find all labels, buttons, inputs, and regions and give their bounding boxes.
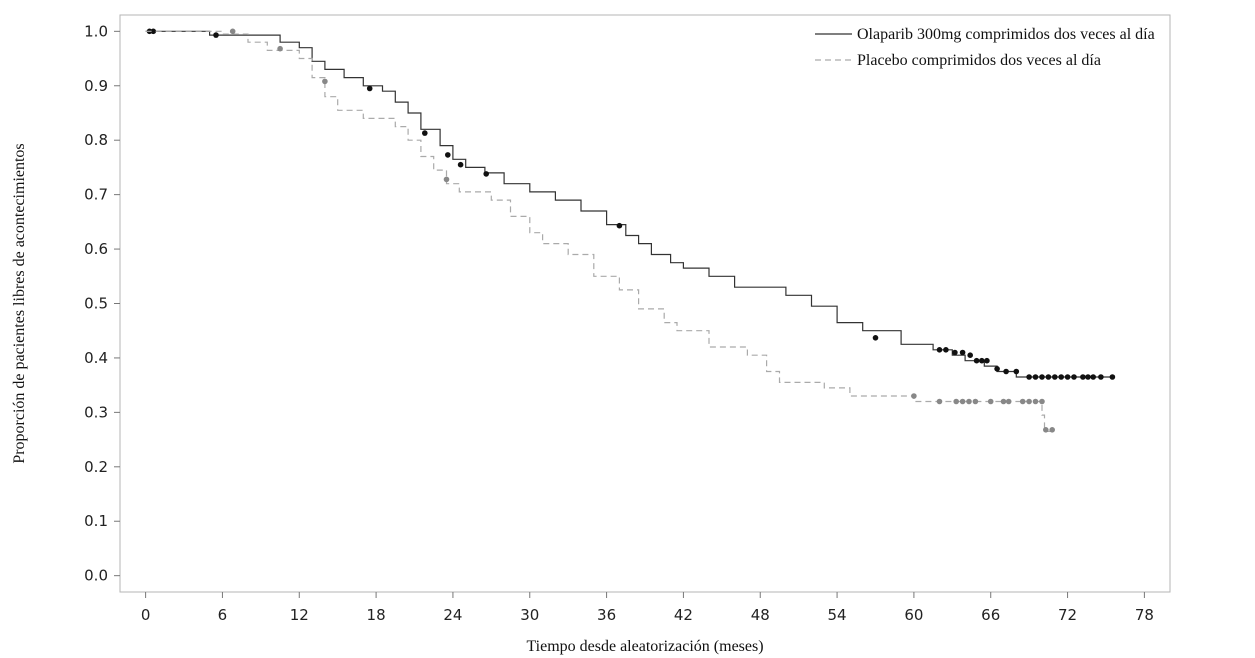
x-tick-label: 42: [674, 606, 693, 624]
censor-mark: [952, 349, 958, 356]
censor-mark: [1058, 374, 1064, 380]
series-line-0: [145, 30, 1113, 378]
x-tick-label: 36: [597, 606, 616, 624]
y-tick-label: 0.3: [84, 403, 108, 421]
x-tick-label: 18: [367, 606, 386, 624]
censor-mark: [1049, 427, 1055, 433]
censor-mark: [150, 28, 157, 35]
censor-mark: [1032, 374, 1039, 380]
y-tick-label: 0.8: [84, 131, 108, 149]
censor-mark: [872, 335, 879, 341]
censor-mark: [994, 366, 1000, 372]
censor-mark: [966, 398, 972, 405]
censor-mark: [1026, 398, 1032, 405]
censor-mark: [1019, 398, 1026, 405]
censor-mark: [1085, 374, 1091, 380]
censor-mark: [1026, 374, 1032, 380]
x-tick-label: 72: [1058, 606, 1077, 624]
censor-mark: [1090, 374, 1096, 380]
censor-mark: [1080, 374, 1086, 380]
x-axis-title: Tiempo desde aleatorización (meses): [526, 638, 763, 655]
censor-mark: [1098, 374, 1104, 380]
censor-mark: [984, 357, 990, 364]
y-tick-label: 0.5: [84, 295, 108, 313]
y-tick-label: 0.9: [84, 77, 108, 95]
censor-mark: [936, 398, 943, 405]
censor-mark: [422, 130, 428, 136]
censor-mark: [366, 85, 373, 92]
censor-mark: [1043, 427, 1049, 433]
censor-mark: [1039, 398, 1045, 405]
y-tick-label: 0.2: [84, 458, 108, 476]
censor-mark: [1013, 368, 1020, 375]
censor-mark: [443, 176, 450, 183]
y-tick-label: 0.0: [84, 567, 108, 585]
censor-mark: [457, 161, 464, 168]
censor-mark: [936, 347, 943, 353]
censor-mark: [979, 357, 985, 364]
censor-mark: [1071, 374, 1077, 380]
x-tick-label: 12: [290, 606, 309, 624]
y-axis-title: Proporción de pacientes libres de aconte…: [11, 143, 28, 463]
y-axis-ticks: 0.0 0.1 0.2 0.3 0.4 0.5 0.6 0.7 0.8 0.9 1.0: [84, 22, 120, 585]
censor-mark: [1045, 374, 1052, 380]
x-tick-label: 30: [520, 606, 539, 624]
y-tick-label: 0.4: [84, 349, 108, 367]
x-axis-ticks: 0 6 12 18 24 30 36 42 48 54 60 66 72 78: [141, 592, 1154, 624]
censor-mark: [445, 152, 451, 158]
y-tick-label: 1.0: [84, 22, 108, 40]
censor-mark: [1003, 368, 1009, 375]
legend: Olaparib 300mg comprimidos dos veces al …: [815, 26, 1155, 69]
plot-frame: [119, 14, 1171, 593]
censor-mark: [972, 398, 979, 405]
censor-mark: [1000, 398, 1007, 405]
censor-mark: [959, 349, 966, 356]
censor-mark: [277, 45, 283, 52]
censor-mark: [973, 357, 980, 364]
censor-mark: [322, 78, 328, 85]
x-tick-label: 66: [981, 606, 1000, 624]
y-tick-label: 0.7: [84, 186, 108, 204]
censor-mark: [959, 398, 966, 405]
y-tick-label: 0.1: [84, 512, 108, 530]
series-line-1: [145, 30, 1055, 432]
x-tick-label: 54: [828, 606, 847, 624]
censor-mark: [967, 352, 973, 359]
censor-mark: [1005, 398, 1012, 405]
y-tick-label: 0.6: [84, 240, 108, 258]
censor-mark: [229, 28, 236, 35]
x-tick-label: 0: [141, 606, 151, 624]
censor-mark: [1064, 374, 1071, 380]
x-tick-label: 78: [1135, 606, 1154, 624]
series-layer: [145, 28, 1116, 433]
censor-mark: [483, 171, 490, 177]
x-tick-label: 60: [904, 606, 923, 624]
x-tick-label: 48: [751, 606, 770, 624]
legend-label: Placebo comprimidos dos veces al día: [857, 52, 1101, 69]
censor-mark: [1039, 374, 1045, 380]
x-tick-label: 24: [443, 606, 462, 624]
censor-mark: [943, 347, 949, 353]
censor-mark: [1032, 398, 1039, 405]
censor-mark: [616, 222, 623, 229]
censor-mark: [1052, 374, 1058, 380]
censor-mark: [987, 398, 994, 405]
censor-mark: [953, 398, 959, 405]
x-tick-label: 6: [218, 606, 228, 624]
legend-label: Olaparib 300mg comprimidos dos veces al …: [857, 26, 1155, 43]
censor-mark: [911, 393, 917, 399]
censor-mark: [1109, 374, 1116, 380]
censor-mark: [213, 32, 219, 38]
